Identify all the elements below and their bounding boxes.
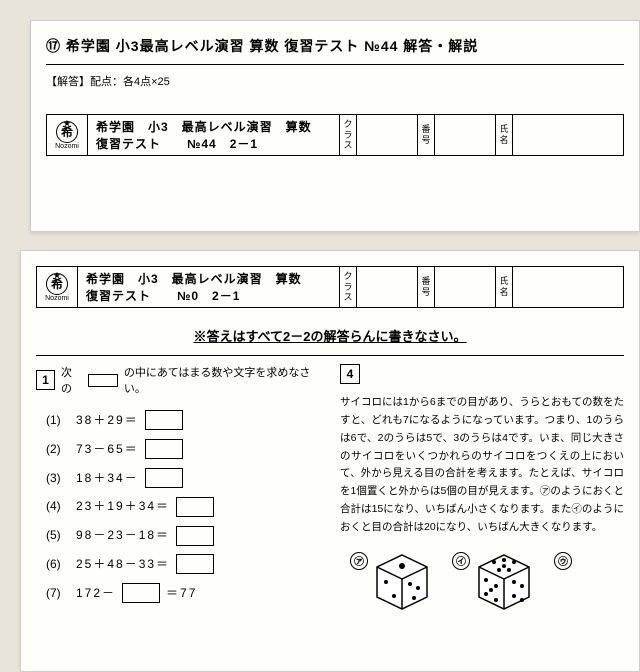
- dice-icon: [372, 552, 432, 612]
- scoring-line: 【解答】配点：各4点×25: [46, 73, 624, 89]
- logo-cell: ★希 Nozomi: [37, 267, 78, 307]
- name-blank: [513, 115, 623, 155]
- number-blank: [435, 267, 496, 307]
- number-blank: [435, 115, 496, 155]
- q4-header: 4: [340, 364, 624, 384]
- q1-prompt-pre: 次の: [61, 364, 82, 396]
- title-line1: 希学園 小3 最高レベル演習 算数: [86, 270, 331, 287]
- answer-box: [176, 497, 214, 517]
- title-cell: 希学園 小3 最高レベル演習 算数 復習テスト №0 2－1: [78, 267, 340, 307]
- columns: 1 次の の中にあてはまる数や文字を求めなさい。 (1) 38＋29＝ (2) …: [36, 364, 624, 612]
- logo-icon: ★希: [56, 121, 78, 143]
- eq-item: (7) 172－ ＝77: [46, 579, 320, 608]
- answer-box: [145, 468, 183, 488]
- q1-blank-icon: [88, 374, 118, 387]
- name-blank: [513, 267, 623, 307]
- eq-item: (6) 25＋48－33＝: [46, 550, 320, 579]
- title-line2: 復習テスト №0 2－1: [86, 287, 331, 304]
- header-row: ★希 Nozomi 希学園 小3 最高レベル演習 算数 復習テスト №44 2－…: [46, 114, 624, 156]
- answer-box: [145, 410, 183, 430]
- answer-box: [176, 554, 214, 574]
- number-label: 番 号: [418, 115, 435, 155]
- name-label: 氏 名: [496, 115, 513, 155]
- q1-num: 1: [36, 370, 55, 390]
- divider: [46, 64, 624, 65]
- logo-cell: ★希 Nozomi: [47, 115, 88, 155]
- divider: [36, 355, 624, 356]
- q4-num: 4: [340, 364, 360, 384]
- eq-item: (3) 18＋34－: [46, 464, 320, 493]
- eq-item: (4) 23＋19＋34＝: [46, 492, 320, 521]
- header-row-2: ★希 Nozomi 希学園 小3 最高レベル演習 算数 復習テスト №0 2－1…: [36, 266, 624, 308]
- title-line1: 希学園 小3 最高レベル演習 算数: [96, 118, 331, 135]
- number-label: 番 号: [418, 267, 435, 307]
- class-label: ク ラ ス: [340, 267, 357, 307]
- q1-header: 1 次の の中にあてはまる数や文字を求めなさい。: [36, 364, 320, 396]
- class-blank: [357, 115, 418, 155]
- equation-list: (1) 38＋29＝ (2) 73－65＝ (3) 18＋34－ (4) 23＋…: [36, 406, 320, 608]
- left-column: 1 次の の中にあてはまる数や文字を求めなさい。 (1) 38＋29＝ (2) …: [36, 364, 320, 612]
- dice-group: ㋐: [350, 552, 432, 612]
- logo-text: Nozomi: [45, 295, 69, 302]
- dice-icon: [474, 552, 534, 612]
- dice-group: ㋒: [554, 552, 572, 612]
- eq-item: (5) 98－23－18＝: [46, 521, 320, 550]
- logo-text: Nozomi: [55, 143, 79, 150]
- dice-label: ㋒: [554, 552, 572, 570]
- class-label: ク ラ ス: [340, 115, 357, 155]
- eq-item: (2) 73－65＝: [46, 435, 320, 464]
- main-title: ⑰ 希学園 小3最高レベル演習 算数 復習テスト №44 解答・解説: [46, 36, 624, 56]
- title-cell: 希学園 小3 最高レベル演習 算数 復習テスト №44 2－1: [88, 115, 340, 155]
- answer-sheet: ⑰ 希学園 小3最高レベル演習 算数 復習テスト №44 解答・解説 【解答】配…: [30, 20, 640, 232]
- answer-box: [145, 439, 183, 459]
- answer-box: [176, 526, 214, 546]
- q1-prompt-post: の中にあてはまる数や文字を求めなさい。: [124, 364, 320, 396]
- eq-item: (1) 38＋29＝: [46, 406, 320, 435]
- dice-label: ㋑: [452, 552, 470, 570]
- logo-icon: ★希: [46, 273, 68, 295]
- dice-row: ㋐ ㋑: [340, 552, 624, 612]
- right-column: 4 サイコロには1から6までの目があり、うらとおもての数をたすと、どれも7になる…: [340, 364, 624, 612]
- class-blank: [357, 267, 418, 307]
- dice-label: ㋐: [350, 552, 368, 570]
- question-sheet: ★希 Nozomi 希学園 小3 最高レベル演習 算数 復習テスト №0 2－1…: [20, 250, 640, 672]
- dice-group: ㋑: [452, 552, 534, 612]
- answer-box: [122, 583, 160, 603]
- instruction: ※答えはすべて2－2の解答らんに書きなさい。: [36, 326, 624, 345]
- name-label: 氏 名: [496, 267, 513, 307]
- q4-text: サイコロには1から6までの目があり、うらとおもての数をたすと、どれも7になるよう…: [340, 394, 624, 537]
- title-line2: 復習テスト №44 2－1: [96, 135, 331, 152]
